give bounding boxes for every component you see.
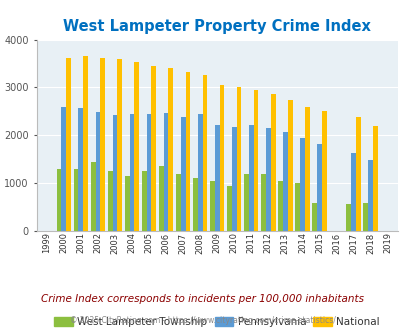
Bar xyxy=(146,114,151,231)
Title: West Lampeter Property Crime Index: West Lampeter Property Crime Index xyxy=(63,19,370,34)
Bar xyxy=(214,125,219,231)
Bar xyxy=(61,107,66,231)
Bar xyxy=(163,113,168,231)
Bar xyxy=(236,87,241,231)
Bar xyxy=(180,117,185,231)
Bar xyxy=(209,181,214,231)
Bar xyxy=(219,84,224,231)
Text: © 2025 CityRating.com - https://www.cityrating.com/crime-statistics/: © 2025 CityRating.com - https://www.city… xyxy=(70,316,335,325)
Bar xyxy=(362,203,367,231)
Bar xyxy=(83,56,88,231)
Bar xyxy=(226,185,231,231)
Bar xyxy=(117,59,122,231)
Bar xyxy=(158,166,163,231)
Bar xyxy=(95,112,100,231)
Bar xyxy=(311,203,316,231)
Bar xyxy=(265,128,270,231)
Bar xyxy=(355,116,360,231)
Bar xyxy=(345,204,350,231)
Bar xyxy=(78,108,83,231)
Bar xyxy=(100,58,105,231)
Bar xyxy=(112,115,117,231)
Bar xyxy=(124,176,129,231)
Bar xyxy=(243,174,248,231)
Bar xyxy=(175,174,180,231)
Bar xyxy=(197,114,202,231)
Bar xyxy=(299,138,304,231)
Bar xyxy=(168,68,173,231)
Bar xyxy=(141,171,146,231)
Bar xyxy=(253,90,258,231)
Bar xyxy=(350,152,355,231)
Bar xyxy=(185,72,190,231)
Bar xyxy=(367,160,372,231)
Bar xyxy=(248,125,253,231)
Text: Crime Index corresponds to incidents per 100,000 inhabitants: Crime Index corresponds to incidents per… xyxy=(41,294,364,304)
Bar xyxy=(372,126,377,231)
Legend: West Lampeter Township, Pennsylvania, National: West Lampeter Township, Pennsylvania, Na… xyxy=(54,316,379,327)
Bar xyxy=(129,114,134,231)
Bar xyxy=(287,100,292,231)
Bar xyxy=(192,178,197,231)
Bar xyxy=(202,75,207,231)
Bar xyxy=(57,169,61,231)
Bar xyxy=(260,174,265,231)
Bar xyxy=(294,183,299,231)
Bar xyxy=(277,181,282,231)
Bar xyxy=(270,94,275,231)
Bar xyxy=(74,169,78,231)
Bar xyxy=(316,144,321,231)
Bar xyxy=(107,171,112,231)
Bar xyxy=(231,127,236,231)
Bar xyxy=(90,162,95,231)
Bar xyxy=(321,112,326,231)
Bar xyxy=(66,58,71,231)
Bar xyxy=(151,66,156,231)
Bar xyxy=(304,107,309,231)
Bar xyxy=(282,132,287,231)
Bar xyxy=(134,62,139,231)
